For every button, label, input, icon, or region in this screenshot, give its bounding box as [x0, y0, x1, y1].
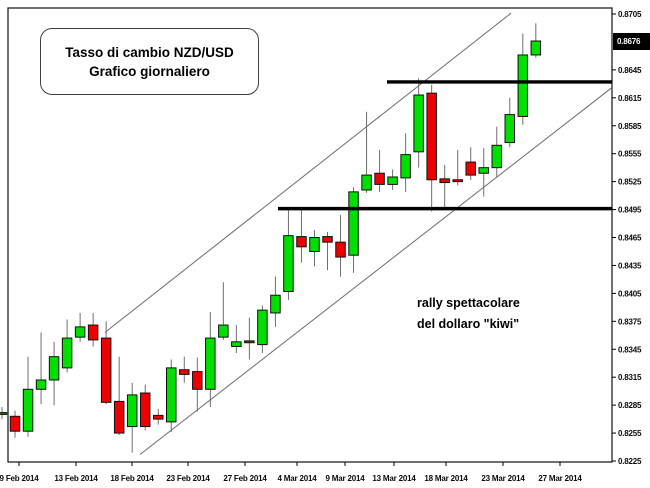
candle-body-25	[309, 237, 320, 252]
candle-body-10	[113, 400, 125, 434]
candle-body-3	[22, 388, 34, 432]
x-axis-label-7: 13 Mar 2014	[372, 474, 416, 483]
y-axis-label-12: 0.8315	[618, 373, 642, 382]
candle-body-41	[517, 54, 529, 117]
candle-body-36	[452, 179, 463, 183]
title-line-1: Tasso di cambio NZD/USD	[65, 44, 234, 60]
upper-channel-line	[104, 12, 512, 333]
candle-body-20	[244, 340, 255, 344]
candle-body-15	[179, 369, 190, 375]
candle-body-9	[100, 337, 112, 403]
y-axis-label-5: 0.8525	[618, 178, 642, 187]
current-price-value: 0.8676	[617, 37, 641, 46]
candle-body-19	[231, 341, 242, 347]
candle-body-42	[530, 40, 542, 56]
y-axis-label-3: 0.8585	[618, 122, 642, 131]
x-axis-label-1: 13 Feb 2014	[54, 474, 98, 483]
title-box: Tasso di cambio NZD/USD Grafico giornali…	[40, 28, 259, 95]
y-axis-label-0: 0.8705	[618, 10, 642, 19]
candle-body-35	[439, 178, 450, 184]
candle-body-32	[400, 154, 411, 179]
y-axis-label-13: 0.8285	[618, 401, 642, 410]
candle-body-34	[426, 92, 437, 181]
x-axis-label-8: 18 Mar 2014	[424, 474, 468, 483]
candle-body-14	[166, 367, 177, 423]
candle-body-13	[152, 414, 164, 420]
lower-channel-line	[139, 87, 613, 455]
y-axis-label-10: 0.8375	[618, 317, 642, 326]
annotation-line-1: rally spettacolare	[417, 296, 520, 310]
candle-body-12	[139, 392, 151, 428]
candle-body-4	[35, 379, 47, 390]
candle-body-2	[9, 415, 21, 432]
annotation-line-2: del dollaro "kiwi"	[417, 317, 520, 331]
current-price-marker: 0.8676	[613, 33, 650, 50]
candle-body-26	[322, 236, 333, 243]
x-axis-label-2: 18 Feb 2014	[110, 474, 154, 483]
candle-body-18	[218, 324, 229, 338]
candle-body-27	[335, 241, 346, 258]
y-axis-label-1: 0.8645	[618, 66, 642, 75]
candle-body-7	[74, 326, 86, 338]
candle-body-39	[491, 144, 503, 169]
x-axis-label-4: 27 Feb 2014	[223, 474, 267, 483]
candle-body-33	[413, 94, 424, 153]
x-axis-label-0: 9 Feb 2014	[0, 474, 39, 483]
annotation-text: rally spettacolare del dollaro "kiwi"	[417, 293, 520, 335]
y-axis-label-8: 0.8435	[618, 261, 642, 270]
y-axis-label-15: 0.8225	[618, 457, 642, 466]
candle-body-38	[478, 167, 489, 174]
candle-body-31	[387, 176, 398, 185]
candle-body-5	[48, 356, 60, 381]
x-axis-label-3: 23 Feb 2014	[166, 474, 210, 483]
candle-body-37	[465, 161, 476, 176]
candle-body-8	[87, 324, 99, 341]
candle-body-22	[270, 294, 281, 314]
candle-body-29	[361, 174, 372, 191]
x-axis-label-9: 23 Mar 2014	[481, 474, 525, 483]
candle-body-11	[126, 394, 138, 428]
candle-body-1	[0, 412, 8, 415]
candle-body-23	[283, 235, 294, 293]
candle-body-30	[374, 172, 385, 185]
candle-body-17	[205, 337, 216, 390]
y-axis-label-2: 0.8615	[618, 94, 642, 103]
y-axis-label-4: 0.8555	[618, 150, 642, 159]
x-axis-label-5: 4 Mar 2014	[278, 474, 318, 483]
title-line-2: Grafico giornaliero	[89, 63, 210, 79]
candle-body-40	[504, 114, 516, 144]
y-axis-label-11: 0.8345	[618, 345, 642, 354]
candle-body-16	[192, 371, 203, 390]
candle-body-24	[296, 236, 307, 248]
y-axis-label-9: 0.8405	[618, 289, 642, 298]
candle-body-21	[257, 309, 268, 346]
x-axis-label-6: 9 Mar 2014	[326, 474, 366, 483]
candle-body-28	[348, 191, 359, 256]
x-axis-label-10: 27 Mar 2014	[538, 474, 582, 483]
candle-body-6	[61, 337, 73, 369]
y-axis-label-14: 0.8255	[618, 429, 642, 438]
y-axis-label-6: 0.8495	[618, 206, 642, 215]
y-axis-label-7: 0.8465	[618, 234, 642, 243]
